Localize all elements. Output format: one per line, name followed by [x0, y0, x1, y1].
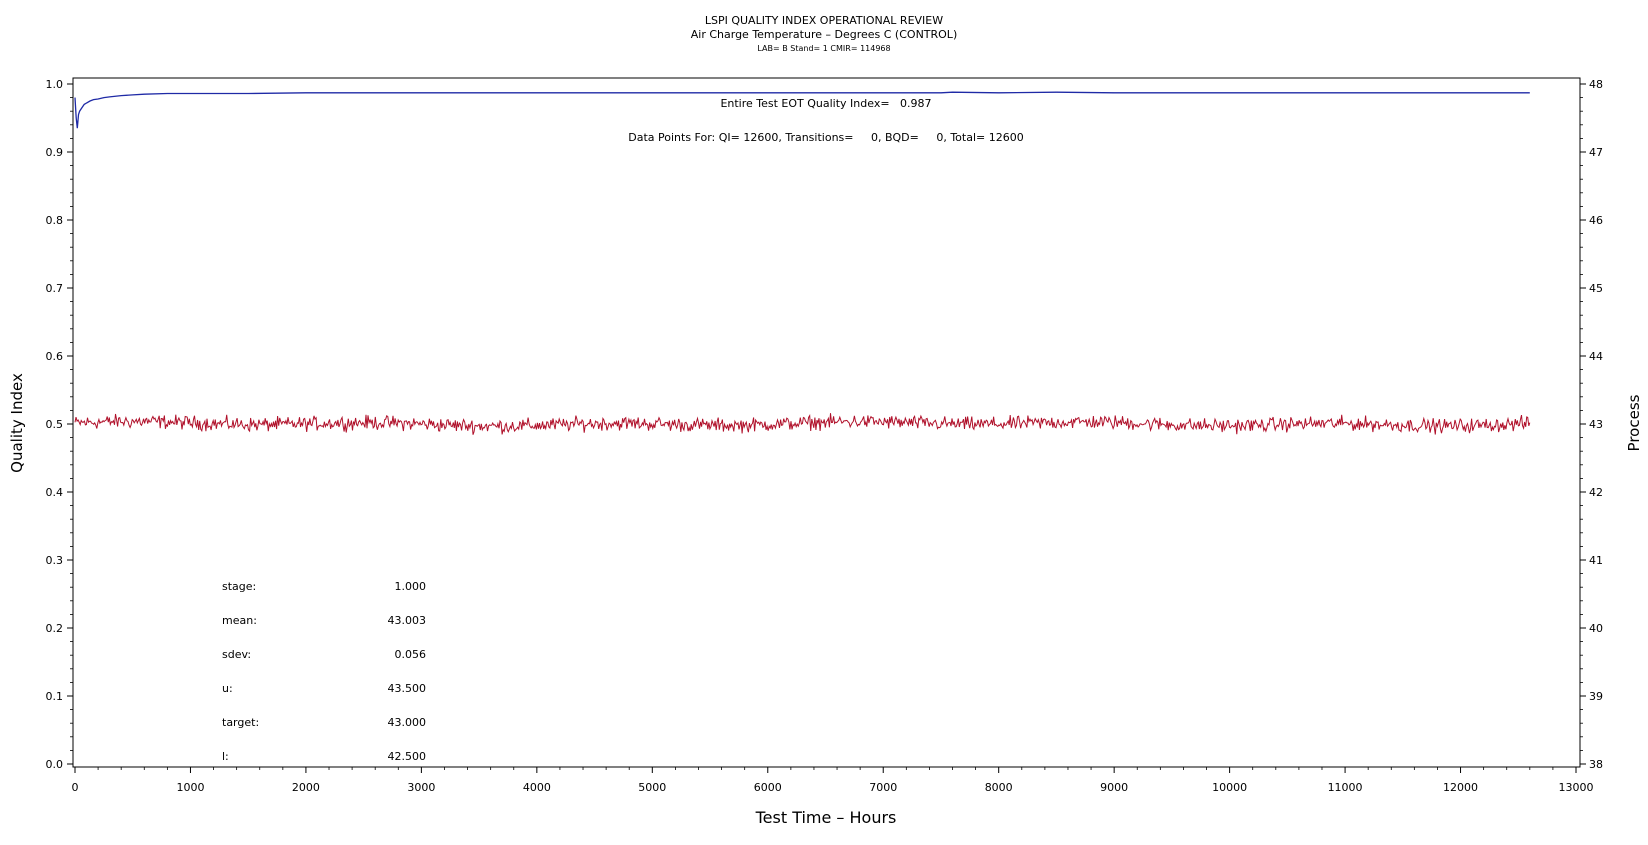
x-tick-label: 2000	[292, 781, 320, 794]
y-right-tick-label: 43	[1589, 418, 1603, 431]
x-tick-label: 0	[72, 781, 79, 794]
y-right-tick-label: 45	[1589, 282, 1603, 295]
y-left-tick-label: 0.2	[46, 622, 64, 635]
y-right-tick-label: 46	[1589, 214, 1603, 227]
x-tick-label: 1000	[176, 781, 204, 794]
y-left-tick-label: 0.3	[46, 554, 64, 567]
x-tick-label: 7000	[869, 781, 897, 794]
chart-title: LSPI QUALITY INDEX OPERATIONAL REVIEW	[705, 14, 943, 27]
stat-label: u:	[222, 682, 233, 695]
x-tick-label: 5000	[638, 781, 666, 794]
x-tick-label: 12000	[1443, 781, 1478, 794]
x-axis: 0 1000 2000 3000 4000 5000 6000 7000 8000 9000 100…	[72, 767, 1594, 794]
stat-value: 42.500	[388, 750, 427, 763]
stat-label: mean:	[222, 614, 257, 627]
x-tick-label: 10000	[1212, 781, 1247, 794]
annotation-data-points: Data Points For: QI= 12600, Transitions=…	[628, 131, 1023, 144]
annotation-eot-quality-index: Entire Test EOT Quality Index= 0.987	[720, 97, 931, 110]
x-tick-label: 3000	[407, 781, 435, 794]
x-axis-label: Test Time – Hours	[755, 808, 897, 827]
x-tick-label: 8000	[985, 781, 1013, 794]
y-axis-left: 0.0 0.1 0.2 0.3 0.4 0.5 0.6 0.7 0.8 0.9 1.0	[46, 78, 73, 771]
y-right-tick-label: 38	[1589, 758, 1603, 771]
stat-value: 1.000	[395, 580, 427, 593]
x-tick-label: 11000	[1328, 781, 1363, 794]
x-tick-label: 9000	[1100, 781, 1128, 794]
x-tick-label: 13000	[1559, 781, 1594, 794]
chart-subtitle-lab: LAB= B Stand= 1 CMIR= 114968	[757, 44, 890, 53]
y-axis-left-label: Quality Index	[8, 373, 26, 473]
y-left-tick-label: 1.0	[46, 78, 64, 91]
y-left-tick-label: 0.0	[46, 758, 64, 771]
y-right-tick-label: 41	[1589, 554, 1603, 567]
plot-frame	[72, 77, 1581, 768]
y-right-tick-label: 39	[1589, 690, 1603, 703]
y-right-tick-label: 48	[1589, 78, 1603, 91]
y-right-tick-label: 42	[1589, 486, 1603, 499]
y-left-tick-label: 0.8	[46, 214, 64, 227]
y-left-tick-label: 0.4	[46, 486, 64, 499]
stat-value: 43.500	[388, 682, 427, 695]
stat-label: sdev:	[222, 648, 251, 661]
x-tick-label: 6000	[754, 781, 782, 794]
stat-label: stage:	[222, 580, 256, 593]
series-quality-index-line	[74, 91, 1530, 129]
y-left-tick-label: 0.5	[46, 418, 64, 431]
stat-label: l:	[222, 750, 229, 763]
y-right-tick-label: 47	[1589, 146, 1603, 159]
y-left-tick-label: 0.6	[46, 350, 64, 363]
y-right-tick-label: 44	[1589, 350, 1603, 363]
stats-block: stage: 1.000 mean: 43.003 sdev: 0.056 u: 43.500…	[222, 580, 426, 763]
stat-value: 43.000	[388, 716, 427, 729]
stat-value: 0.056	[395, 648, 427, 661]
y-right-tick-label: 40	[1589, 622, 1603, 635]
stat-value: 43.003	[388, 614, 427, 627]
y-left-tick-label: 0.1	[46, 690, 64, 703]
y-left-tick-label: 0.7	[46, 282, 64, 295]
chart-subtitle: Air Charge Temperature – Degrees C (CONT…	[691, 28, 957, 41]
y-axis-right: 38 39 40 41 42 43 44 45 46 47 48	[1580, 78, 1603, 771]
x-tick-label: 4000	[523, 781, 551, 794]
stat-label: target:	[222, 716, 259, 729]
series-process-line	[74, 413, 1531, 435]
y-axis-right-label: Process	[1625, 394, 1643, 451]
y-left-tick-label: 0.9	[46, 146, 64, 159]
